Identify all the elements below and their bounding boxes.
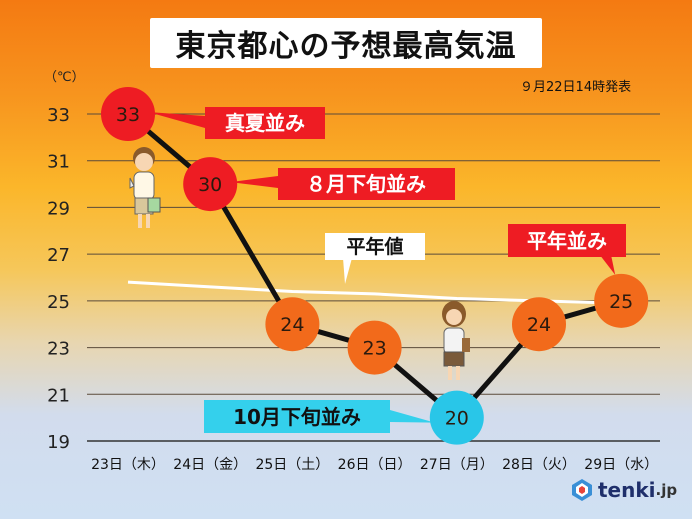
x-tick-labels: 23日（木） 24日（金） 25日（土） 26日（日） 27日（月） 28日（火） 29日（… bbox=[91, 457, 658, 473]
annotation-october: 10月下旬並み bbox=[204, 400, 435, 433]
annotation-normal-value: 平年値 bbox=[325, 233, 425, 284]
annotation-text: 平年値 bbox=[346, 235, 403, 258]
issued-time: ９月22日14時発表 bbox=[520, 80, 632, 95]
annotation-box bbox=[278, 168, 455, 200]
annotation-pointer bbox=[230, 176, 278, 188]
chart-title: 東京都心の予想最高気温 bbox=[150, 18, 542, 68]
tenki-logo-suffix: .jp bbox=[655, 481, 678, 499]
annotation-pointer bbox=[343, 258, 352, 284]
tenki-logo-icon bbox=[572, 479, 592, 501]
x-tick-label: 26日（日） bbox=[338, 457, 412, 473]
annotation-pointer bbox=[390, 410, 435, 423]
annotation-manatsu: 真夏並み bbox=[148, 107, 325, 139]
y-tick-label: 21 bbox=[47, 385, 70, 406]
data-point bbox=[429, 390, 484, 445]
data-point bbox=[265, 297, 320, 352]
annotation-heinen-nami: 平年並み bbox=[508, 224, 626, 275]
grid-lines bbox=[87, 113, 660, 442]
annotation-box bbox=[508, 224, 626, 257]
annotation-box bbox=[204, 400, 390, 433]
data-point bbox=[101, 87, 155, 141]
x-tick-label: 25日（土） bbox=[255, 457, 329, 473]
y-tick-label: 33 bbox=[47, 105, 70, 126]
data-label: 30 bbox=[198, 174, 222, 196]
data-point bbox=[594, 273, 649, 328]
data-points: 33 30 24 23 20 24 25 bbox=[101, 87, 649, 445]
x-tick-label: 23日（木） bbox=[91, 457, 165, 473]
data-point bbox=[347, 320, 402, 375]
y-tick-label: 25 bbox=[47, 292, 70, 313]
annotation-text: ８月下旬並み bbox=[306, 172, 426, 196]
y-unit-label: （℃） bbox=[44, 70, 85, 85]
x-tick-label: 28日（火） bbox=[502, 457, 576, 473]
y-tick-label: 31 bbox=[47, 152, 70, 173]
y-tick-label: 19 bbox=[47, 432, 70, 453]
annotation-box bbox=[325, 233, 425, 260]
y-tick-label: 23 bbox=[47, 339, 70, 360]
annotation-pointer bbox=[148, 112, 205, 128]
y-tick-labels: 33 31 29 27 25 23 21 19 bbox=[47, 105, 70, 453]
data-label: 33 bbox=[116, 104, 140, 126]
data-point bbox=[512, 297, 566, 352]
annotation-text: 真夏並み bbox=[225, 111, 305, 135]
tenki-logo-brand: tenki bbox=[598, 478, 656, 502]
y-tick-label: 29 bbox=[47, 198, 70, 219]
x-tick-label: 27日（月） bbox=[420, 457, 494, 473]
woman-fan-illustration bbox=[129, 147, 161, 228]
data-label: 23 bbox=[363, 338, 387, 360]
data-label: 20 bbox=[445, 408, 469, 430]
x-tick-label: 29日（水） bbox=[584, 457, 658, 473]
data-label: 24 bbox=[280, 314, 304, 336]
annotation-august: ８月下旬並み bbox=[230, 168, 455, 200]
data-label: 24 bbox=[527, 314, 551, 336]
tenki-logo: tenki .jp bbox=[570, 478, 677, 502]
woman-coat-illustration bbox=[442, 301, 470, 380]
annotation-box bbox=[205, 107, 325, 139]
x-tick-label: 24日（金） bbox=[173, 457, 247, 473]
annotation-text: 10月下旬並み bbox=[233, 405, 361, 429]
annotation-text: 平年並み bbox=[527, 229, 607, 253]
y-tick-label: 27 bbox=[47, 245, 70, 266]
data-label: 25 bbox=[609, 291, 633, 313]
data-point bbox=[183, 157, 238, 212]
